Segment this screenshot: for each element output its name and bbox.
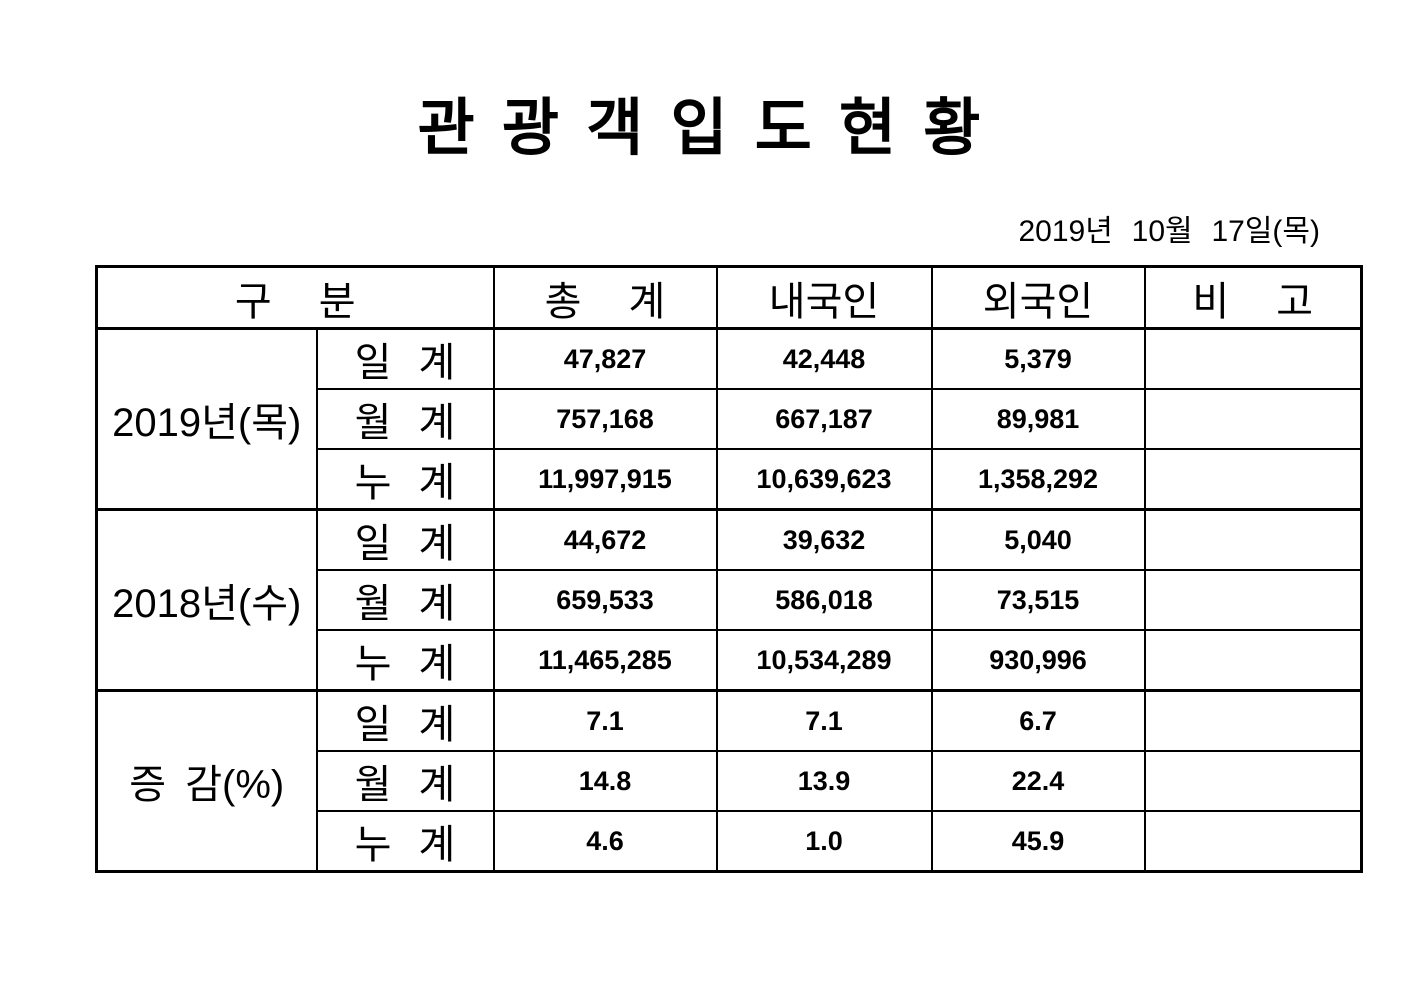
- group-2019-label: 2019년(목): [95, 327, 318, 511]
- value-domestic: 42,448: [715, 327, 933, 390]
- group-change-label: 증 감(%): [95, 689, 318, 873]
- value-total: 11,997,915: [492, 448, 718, 511]
- value-foreign: 22.4: [930, 750, 1146, 812]
- group-2018-label: 2018년(수): [95, 508, 318, 692]
- header-remarks: 비 고: [1143, 265, 1363, 330]
- value-foreign: 5,379: [930, 327, 1146, 390]
- table-row: 누 계 4.6 1.0 45.9: [97, 810, 1363, 873]
- header-total: 총 계: [492, 265, 718, 330]
- table-row: 월 계 659,533 586,018 73,515: [97, 569, 1363, 631]
- row-label-daily: 일 계: [315, 508, 495, 571]
- row-label-monthly: 월 계: [315, 388, 495, 450]
- remark-cell: [1143, 569, 1363, 631]
- value-domestic: 10,639,623: [715, 448, 933, 511]
- table-row: 증 감(%) 일 계 7.1 7.1 6.7: [95, 689, 1363, 873]
- value-domestic: 39,632: [715, 508, 933, 571]
- value-total: 14.8: [492, 750, 718, 812]
- row-label-cumulative: 누 계: [315, 448, 495, 511]
- value-total: 47,827: [492, 327, 718, 390]
- value-total: 4.6: [492, 810, 718, 873]
- remark-cell: [1143, 508, 1363, 571]
- remark-cell: [1143, 629, 1363, 692]
- value-foreign: 6.7: [930, 689, 1146, 752]
- table-row: 2018년(수) 일 계 44,672 39,632 5,040: [95, 508, 1363, 692]
- value-domestic: 10,534,289: [715, 629, 933, 692]
- value-total: 11,465,285: [492, 629, 718, 692]
- value-total: 44,672: [492, 508, 718, 571]
- row-label-cumulative: 누 계: [315, 810, 495, 873]
- tourist-stats-table: 구 분 총 계 내국인 외국인 비 고 2019년(목) 일 계 47,827 …: [95, 265, 1363, 873]
- header-category: 구 분: [95, 265, 495, 330]
- remark-cell: [1143, 810, 1363, 873]
- page-title: 관 광 객 입 도 현 황: [417, 94, 986, 163]
- value-total: 757,168: [492, 388, 718, 450]
- value-total: 659,533: [492, 569, 718, 631]
- table-row: 누 계 11,465,285 10,534,289 930,996: [97, 629, 1363, 692]
- row-label-daily: 일 계: [315, 689, 495, 752]
- value-domestic: 586,018: [715, 569, 933, 631]
- remark-cell: [1143, 448, 1363, 511]
- value-foreign: 930,996: [930, 629, 1146, 692]
- value-foreign: 89,981: [930, 388, 1146, 450]
- table-row: 누 계 11,997,915 10,639,623 1,358,292: [97, 448, 1363, 511]
- header-foreign: 외국인: [930, 265, 1146, 330]
- value-domestic: 1.0: [715, 810, 933, 873]
- table-row: 2019년(목) 일 계 47,827 42,448 5,379: [95, 327, 1363, 511]
- row-label-cumulative: 누 계: [315, 629, 495, 692]
- remark-cell: [1143, 388, 1363, 450]
- value-domestic: 667,187: [715, 388, 933, 450]
- table-row: 월 계 757,168 667,187 89,981: [97, 388, 1363, 450]
- value-domestic: 7.1: [715, 689, 933, 752]
- table-header-row: 구 분 총 계 내국인 외국인 비 고: [95, 265, 1363, 330]
- header-domestic: 내국인: [715, 265, 933, 330]
- row-label-daily: 일 계: [315, 327, 495, 390]
- row-label-monthly: 월 계: [315, 750, 495, 812]
- remark-cell: [1143, 750, 1363, 812]
- value-total: 7.1: [492, 689, 718, 752]
- report-date: 2019년 10월 17일(목): [1018, 215, 1320, 248]
- value-foreign: 1,358,292: [930, 448, 1146, 511]
- row-label-monthly: 월 계: [315, 569, 495, 631]
- remark-cell: [1143, 689, 1363, 752]
- value-foreign: 45.9: [930, 810, 1146, 873]
- value-foreign: 5,040: [930, 508, 1146, 571]
- table-row: 월 계 14.8 13.9 22.4: [97, 750, 1363, 812]
- value-foreign: 73,515: [930, 569, 1146, 631]
- value-domestic: 13.9: [715, 750, 933, 812]
- remark-cell: [1143, 327, 1363, 390]
